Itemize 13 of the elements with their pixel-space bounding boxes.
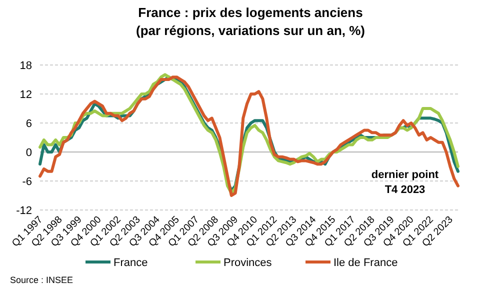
legend-label: France xyxy=(114,257,148,269)
source-note: Source : INSEE xyxy=(10,275,74,285)
y-tick-label: -12 xyxy=(16,205,32,217)
legend-label: Ile de France xyxy=(334,257,398,269)
y-tick-label: 0 xyxy=(26,147,32,159)
chart-title: France : prix des logements anciens xyxy=(138,5,363,20)
chart-subtitle: (par régions, variations sur un an, %) xyxy=(136,23,365,38)
y-tick-label: 12 xyxy=(20,89,32,101)
y-tick-label: -6 xyxy=(22,176,32,188)
y-tick-label: 18 xyxy=(20,60,32,72)
legend-label: Provinces xyxy=(224,257,272,269)
y-tick-label: 6 xyxy=(26,118,32,130)
annotation: dernier point T4 2023 xyxy=(371,169,439,196)
